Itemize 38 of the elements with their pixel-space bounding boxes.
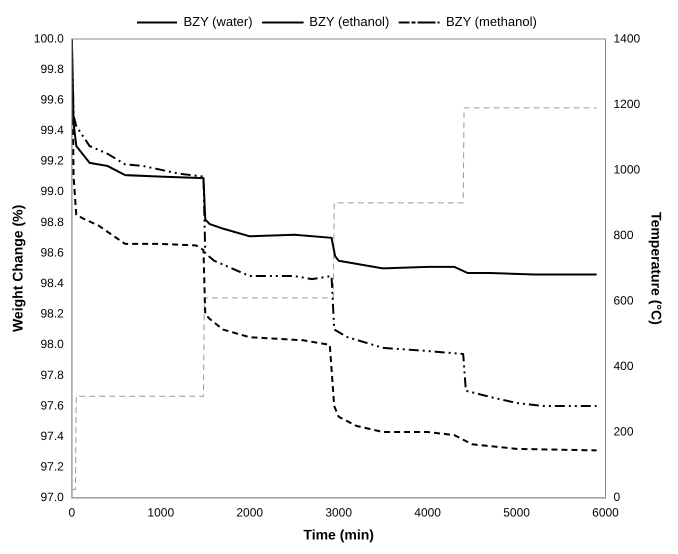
y2-tick-label: 0 [614,490,621,504]
y-tick-label: 97.0 [40,490,64,504]
y-tick-label: 97.2 [40,460,64,474]
y2-tick-label: 1400 [614,31,641,46]
y-tick-label: 100.0 [34,31,64,46]
y2-axis-title: Temperature (°C) [648,212,665,325]
y-tick-label: 99.8 [40,62,64,76]
y2-tick-label: 1200 [614,96,641,111]
x-tick-label: 3000 [325,505,352,520]
y-tick-label: 99.4 [40,123,64,138]
x-tick-label: 0 [68,505,76,520]
legend-label: BZY (ethanol) [309,14,390,30]
y-tick-label: 97.4 [40,428,64,443]
y-axis-title: Weight Change (%) [9,204,26,332]
y-tick-label: 97.8 [40,368,64,382]
legend-label: BZY (water) [183,14,253,30]
y-tick-label: 98.0 [40,337,64,352]
x-tick-label: 5000 [503,505,530,520]
legend-label: BZY (methanol) [446,14,537,30]
y2-tick-label: 400 [614,359,634,374]
y2-tick-label: 1000 [614,162,641,176]
y-tick-label: 98.6 [40,245,64,260]
y-tick-label: 99.2 [40,154,64,168]
y-tick-label: 97.6 [40,398,64,412]
x-tick-label: 2000 [236,505,264,520]
y-tick-label: 99.0 [40,184,64,198]
y2-tick-label: 600 [614,293,634,308]
x-tick-label: 6000 [592,505,620,520]
y-tick-label: 99.6 [40,92,64,106]
line-series [72,107,598,490]
y2-tick-label: 200 [614,424,634,439]
y-tick-label: 98.8 [40,214,64,229]
x-tick-label: 1000 [147,505,174,520]
y2-tick-label: 800 [614,228,634,242]
y-tick-label: 98.4 [40,276,64,290]
x-tick-label: 4000 [414,505,442,520]
x-axis-title: Time (min) [303,526,374,542]
y-tick-label: 98.2 [40,306,64,321]
